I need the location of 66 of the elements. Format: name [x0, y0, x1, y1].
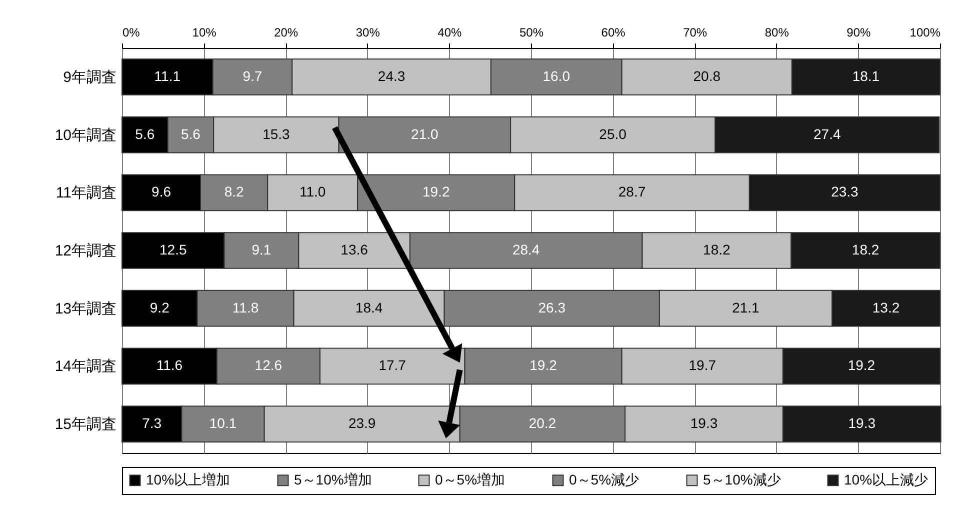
data-label: 28.7 [618, 184, 646, 200]
data-label: 12.5 [160, 242, 187, 258]
data-label: 18.4 [355, 299, 383, 316]
x-tick-label: 60% [601, 26, 626, 40]
x-tick-label: 50% [519, 26, 544, 40]
data-label: 11.6 [156, 357, 183, 374]
data-label: 12.6 [254, 357, 282, 374]
data-label: 21.1 [732, 299, 760, 316]
x-tick-label: 30% [356, 26, 380, 40]
x-tick-label: 100% [910, 26, 941, 40]
data-label: 21.0 [411, 126, 438, 142]
x-tick-label: 10% [192, 26, 217, 40]
data-label: 13.2 [872, 299, 900, 316]
data-label: 13.6 [340, 242, 368, 258]
y-tick-label: 9年調査 [63, 68, 116, 86]
data-label: 18.1 [852, 68, 880, 84]
data-label: 17.7 [378, 357, 406, 374]
data-label: 19.2 [422, 184, 450, 200]
data-label: 18.2 [852, 242, 880, 258]
y-tick-label: 13年調査 [54, 300, 116, 318]
y-tick-label: 11年調査 [56, 184, 116, 202]
data-label: 9.2 [150, 299, 170, 316]
data-label: 9.6 [152, 184, 172, 200]
data-label: 24.3 [378, 68, 406, 84]
data-label: 8.2 [224, 184, 244, 200]
data-label: 19.2 [848, 357, 876, 374]
data-label: 10.1 [209, 415, 237, 432]
data-label: 23.9 [348, 415, 376, 432]
data-label: 11.1 [154, 68, 181, 84]
data-label: 11.8 [232, 299, 259, 316]
data-label: 5.6 [180, 126, 201, 142]
legend-label: 10%以上増加 [146, 471, 230, 488]
data-label: 25.0 [599, 126, 627, 142]
legend-label: 10%以上減少 [844, 471, 928, 488]
legend-label: 5～10%増加 [294, 471, 372, 488]
x-tick-label: 40% [438, 26, 462, 40]
legend-label: 0～5%減少 [569, 471, 640, 488]
x-tick-label: 70% [683, 26, 708, 40]
data-label: 19.2 [530, 357, 558, 374]
y-tick-label: 12年調査 [54, 242, 116, 260]
data-label: 5.6 [135, 126, 155, 142]
data-label: 28.4 [512, 242, 540, 258]
y-tick-label: 15年調査 [54, 416, 116, 434]
data-label: 26.3 [538, 299, 566, 316]
data-label: 19.3 [848, 415, 876, 432]
data-label: 23.3 [831, 184, 859, 200]
data-label: 9.7 [242, 68, 262, 84]
legend-label: 5～10%減少 [703, 471, 781, 488]
data-label: 19.7 [688, 357, 716, 374]
data-label: 18.2 [703, 242, 731, 258]
x-tick-label: 80% [764, 26, 790, 40]
data-label: 27.4 [813, 126, 841, 142]
data-label: 11.0 [299, 184, 326, 200]
data-label: 7.3 [142, 415, 162, 432]
legend-label: 0～5%増加 [435, 471, 506, 488]
data-label: 20.8 [693, 68, 721, 84]
data-label: 15.3 [262, 126, 290, 142]
y-tick-label: 14年調査 [54, 358, 116, 376]
y-tick-label: 10年調査 [54, 126, 116, 144]
x-tick-label: 0% [122, 26, 140, 40]
data-label: 16.0 [542, 68, 570, 84]
x-tick-label: 90% [846, 26, 872, 40]
data-label: 20.2 [528, 415, 556, 432]
x-tick-label: 20% [274, 26, 298, 40]
data-label: 19.3 [690, 415, 718, 432]
data-label: 9.1 [252, 242, 272, 258]
